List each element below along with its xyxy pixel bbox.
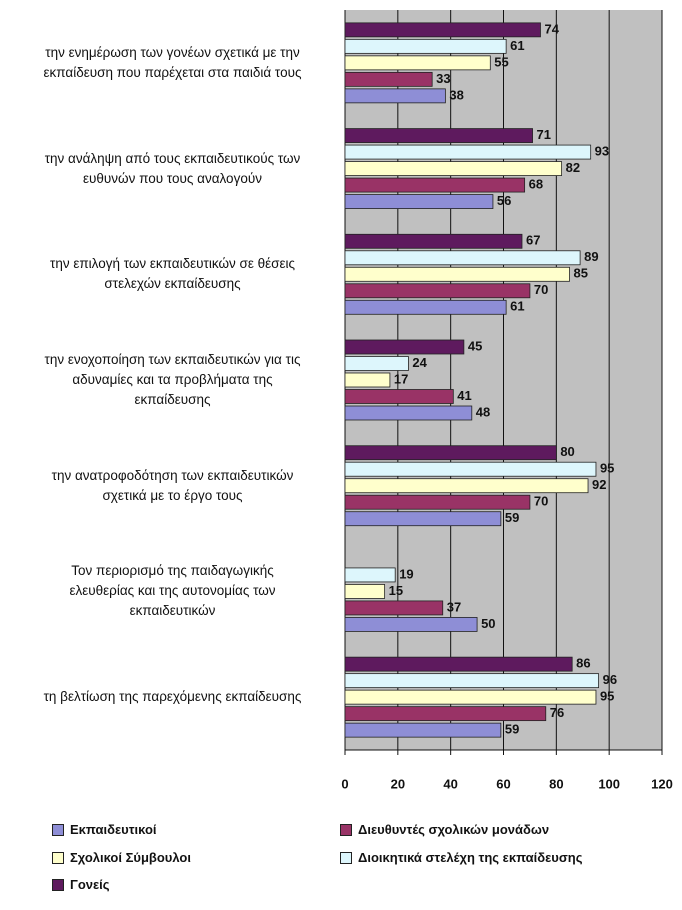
bar [344, 233, 523, 249]
data-label: 61 [510, 299, 524, 314]
data-label: 61 [510, 38, 524, 53]
data-label: 19 [399, 566, 413, 581]
legend-swatch [52, 824, 64, 836]
x-tick-label: 40 [443, 776, 457, 791]
bar [344, 194, 494, 209]
bar [344, 511, 502, 527]
bar [344, 161, 563, 176]
data-label: 76 [550, 705, 564, 720]
data-label: 67 [526, 233, 540, 248]
bar [344, 584, 386, 599]
data-label: 33 [436, 71, 450, 86]
bar [344, 445, 557, 461]
data-label: 48 [476, 404, 490, 419]
data-label: 96 [603, 672, 617, 687]
bar [344, 283, 531, 299]
bar [344, 144, 592, 160]
data-label: 59 [505, 722, 519, 737]
bar [344, 372, 391, 388]
data-label: 89 [584, 249, 598, 264]
legend-swatch [52, 879, 64, 891]
bar [344, 461, 597, 477]
data-label: 15 [389, 583, 403, 598]
data-label: 55 [494, 54, 508, 69]
data-label: 85 [574, 266, 588, 281]
x-tick-label: 60 [496, 776, 510, 791]
data-label: 93 [595, 144, 609, 159]
x-tick-label: 80 [549, 776, 563, 791]
data-label: 41 [457, 388, 471, 403]
bar [344, 250, 581, 266]
bar [344, 177, 526, 193]
bar [344, 673, 600, 689]
category-label: την επιλογή των εκπαιδευτικών σε θέσεις … [50, 256, 295, 292]
category-label: τη βελτίωση της παρεχόμενης εκπαίδευσης [43, 689, 302, 705]
data-label: 24 [412, 355, 427, 370]
bar [344, 266, 570, 282]
x-tick-label: 20 [391, 776, 405, 791]
data-label: 45 [468, 338, 482, 353]
data-label: 59 [505, 510, 519, 525]
bar [344, 405, 473, 421]
bar [344, 55, 491, 71]
x-tick-label: 120 [651, 776, 673, 791]
data-label: 95 [600, 689, 614, 704]
bar [344, 389, 454, 404]
data-label: 17 [394, 371, 408, 386]
data-label: 82 [566, 160, 580, 175]
bar [344, 88, 446, 104]
category-label: Τον περιορισμό της παιδαγωγικής ελευθερί… [69, 563, 276, 619]
data-label: 50 [481, 616, 495, 631]
data-label: 92 [592, 477, 606, 492]
bar [344, 71, 433, 87]
bar [344, 478, 589, 494]
data-label: 70 [534, 282, 548, 297]
data-label: 74 [544, 21, 559, 36]
data-label: 95 [600, 461, 614, 476]
category-label: την ανατροφοδότηση των εκπαιδευτικών σχε… [51, 467, 294, 503]
data-label: 86 [576, 656, 590, 671]
legend-label: Γονείς [70, 877, 110, 892]
bar [344, 722, 502, 738]
x-tick-label: 100 [598, 776, 620, 791]
bar [344, 567, 396, 583]
data-label: 70 [534, 494, 548, 509]
bar [344, 600, 444, 616]
bar [344, 339, 465, 355]
data-label: 68 [529, 177, 543, 192]
category-label: την ενοχοποίηση των εκπαιδευτικών για τι… [44, 352, 301, 407]
legend-swatch [340, 824, 352, 836]
bar [344, 656, 573, 672]
data-label: 56 [497, 193, 511, 208]
legend-swatch [340, 852, 352, 864]
bar [344, 706, 547, 722]
legend-swatch [52, 852, 64, 864]
legend-label: Σχολικοί Σύμβουλοι [70, 850, 191, 865]
category-label: την ανάληψη από τους εκπαιδευτικούς των … [44, 150, 301, 186]
bar [344, 128, 533, 143]
x-tick-label: 0 [341, 776, 348, 791]
bar [344, 22, 541, 38]
legend-label: Εκπαιδευτικοί [70, 822, 157, 837]
data-label: 38 [449, 87, 463, 102]
bar [344, 299, 507, 315]
category-label: την ενημέρωση των γονέων σχετικά με την … [43, 44, 302, 80]
bar [344, 38, 507, 54]
bar [344, 617, 478, 632]
bar [344, 356, 409, 371]
legend-label: Διευθυντές σχολικών μονάδων [358, 822, 550, 837]
data-label: 71 [537, 127, 551, 142]
legend-label: Διοικητικά στελέχη της εκπαίδευσης [358, 850, 583, 865]
data-label: 80 [560, 444, 574, 459]
bar [344, 494, 531, 510]
bar [344, 689, 597, 705]
data-label: 37 [447, 599, 461, 614]
